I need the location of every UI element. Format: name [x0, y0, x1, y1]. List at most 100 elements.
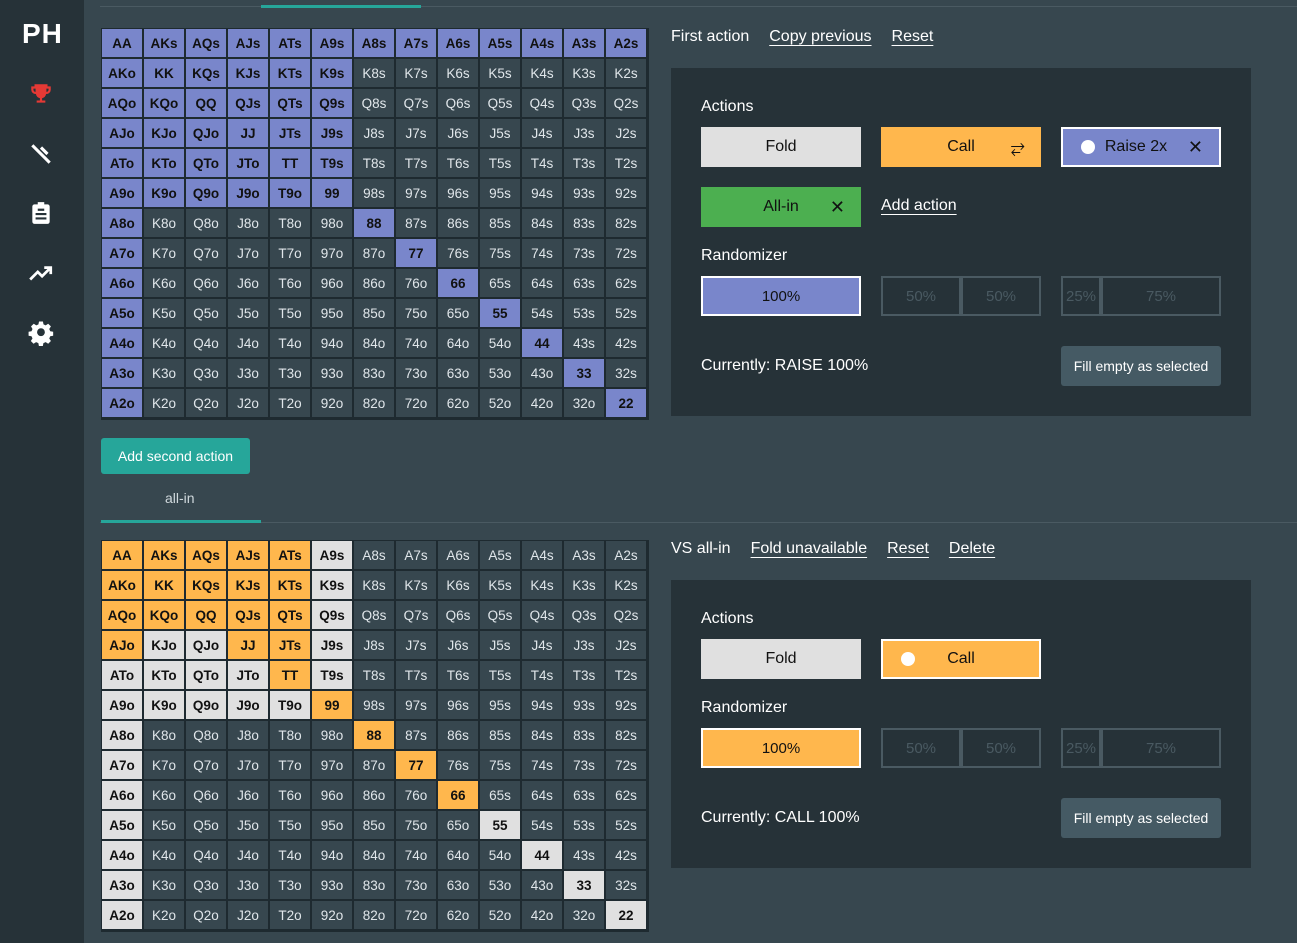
hand-cell[interactable]: T6s: [438, 149, 480, 179]
hand-cell[interactable]: A2o: [102, 901, 144, 931]
hand-cell[interactable]: 64o: [438, 329, 480, 359]
hand-cell[interactable]: 86o: [354, 269, 396, 299]
gear-icon[interactable]: [27, 319, 55, 347]
hand-cell[interactable]: 93o: [312, 359, 354, 389]
hand-cell[interactable]: K3s: [564, 59, 606, 89]
hand-cell[interactable]: QJs: [228, 601, 270, 631]
hand-cell[interactable]: J7o: [228, 751, 270, 781]
hand-cell[interactable]: Q2o: [186, 901, 228, 931]
hand-cell[interactable]: 54s: [522, 299, 564, 329]
close-icon[interactable]: ✕: [829, 196, 845, 217]
hand-cell[interactable]: T5s: [480, 149, 522, 179]
hand-cell[interactable]: A3o: [102, 359, 144, 389]
hand-cell[interactable]: 99: [312, 179, 354, 209]
hand-cell[interactable]: J2o: [228, 389, 270, 419]
hand-cell[interactable]: Q6s: [438, 89, 480, 119]
range-grid-first-action[interactable]: AA AKs AQs AJs ATs A9s A8s A7s A6s A5s A4s A3s A2s AK…: [101, 28, 649, 420]
hand-cell[interactable]: 65o: [438, 299, 480, 329]
hand-cell[interactable]: J4o: [228, 841, 270, 871]
hand-cell[interactable]: K7o: [144, 239, 186, 269]
hand-cell[interactable]: J3o: [228, 359, 270, 389]
add-action-link[interactable]: Add action: [881, 197, 957, 214]
hand-cell[interactable]: 64s: [522, 269, 564, 299]
hand-cell[interactable]: 53s: [564, 811, 606, 841]
hand-cell[interactable]: Q9s: [312, 89, 354, 119]
hand-cell[interactable]: 33: [564, 871, 606, 901]
hand-cell[interactable]: K9s: [312, 59, 354, 89]
randomizer-50b[interactable]: 50%: [961, 276, 1041, 316]
hand-cell[interactable]: A3s: [564, 29, 606, 59]
hand-cell[interactable]: A5o: [102, 299, 144, 329]
hand-cell[interactable]: 96o: [312, 269, 354, 299]
hand-cell[interactable]: K6s: [438, 59, 480, 89]
hand-cell[interactable]: 73o: [396, 871, 438, 901]
hand-cell[interactable]: A8s: [354, 29, 396, 59]
hand-cell[interactable]: K9s: [312, 571, 354, 601]
hand-cell[interactable]: 93s: [564, 691, 606, 721]
hand-cell[interactable]: QTo: [186, 149, 228, 179]
hand-cell[interactable]: A6o: [102, 269, 144, 299]
hand-cell[interactable]: AA: [102, 29, 144, 59]
hand-cell[interactable]: 53o: [480, 871, 522, 901]
hand-cell[interactable]: K5s: [480, 59, 522, 89]
hand-cell[interactable]: Q4s: [522, 89, 564, 119]
randomizer-50b[interactable]: 50%: [961, 728, 1041, 768]
hand-cell[interactable]: Q5o: [186, 811, 228, 841]
hand-cell[interactable]: 32o: [564, 901, 606, 931]
hand-cell[interactable]: Q2s: [606, 601, 648, 631]
hand-cell[interactable]: Q4o: [186, 329, 228, 359]
hand-cell[interactable]: K5o: [144, 811, 186, 841]
swap-icon[interactable]: ⥂: [1010, 136, 1025, 157]
hand-cell[interactable]: AJs: [228, 29, 270, 59]
hand-cell[interactable]: 64o: [438, 841, 480, 871]
hand-cell[interactable]: 52o: [480, 901, 522, 931]
hand-cell[interactable]: K7s: [396, 571, 438, 601]
tools-icon[interactable]: [27, 140, 55, 168]
hand-cell[interactable]: A9s: [312, 541, 354, 571]
hand-cell[interactable]: Q4s: [522, 601, 564, 631]
hand-cell[interactable]: 95o: [312, 299, 354, 329]
hand-cell[interactable]: A2s: [606, 29, 648, 59]
hand-cell[interactable]: J5o: [228, 299, 270, 329]
hand-cell[interactable]: AKs: [144, 541, 186, 571]
hand-cell[interactable]: J2s: [606, 119, 648, 149]
hand-cell[interactable]: Q3o: [186, 359, 228, 389]
hand-cell[interactable]: 98s: [354, 179, 396, 209]
hand-cell[interactable]: KJo: [144, 119, 186, 149]
hand-cell[interactable]: T8s: [354, 149, 396, 179]
hand-cell[interactable]: QTs: [270, 601, 312, 631]
hand-cell[interactable]: AJo: [102, 631, 144, 661]
hand-cell[interactable]: QQ: [186, 89, 228, 119]
hand-cell[interactable]: A6s: [438, 29, 480, 59]
hand-cell[interactable]: 66: [438, 269, 480, 299]
hand-cell[interactable]: QTo: [186, 661, 228, 691]
hand-cell[interactable]: K5o: [144, 299, 186, 329]
hand-cell[interactable]: 62s: [606, 269, 648, 299]
hand-cell[interactable]: 74o: [396, 841, 438, 871]
hand-cell[interactable]: JTs: [270, 119, 312, 149]
trend-icon[interactable]: [27, 259, 55, 287]
hand-cell[interactable]: 66: [438, 781, 480, 811]
hand-cell[interactable]: AQs: [186, 29, 228, 59]
hand-cell[interactable]: A7s: [396, 29, 438, 59]
hand-cell[interactable]: T6o: [270, 781, 312, 811]
close-icon[interactable]: ✕: [1187, 136, 1203, 157]
hand-cell[interactable]: K2o: [144, 901, 186, 931]
hand-cell[interactable]: K3s: [564, 571, 606, 601]
hand-cell[interactable]: 93o: [312, 871, 354, 901]
hand-cell[interactable]: 76s: [438, 751, 480, 781]
hand-cell[interactable]: JTs: [270, 631, 312, 661]
hand-cell[interactable]: 53o: [480, 359, 522, 389]
hand-cell[interactable]: K8s: [354, 59, 396, 89]
hand-cell[interactable]: T8o: [270, 721, 312, 751]
hand-cell[interactable]: JJ: [228, 631, 270, 661]
hand-cell[interactable]: Q3s: [564, 89, 606, 119]
hand-cell[interactable]: 55: [480, 811, 522, 841]
hand-cell[interactable]: 86s: [438, 209, 480, 239]
hand-cell[interactable]: K3o: [144, 871, 186, 901]
hand-cell[interactable]: T2s: [606, 149, 648, 179]
tab-allin[interactable]: all-in: [165, 490, 195, 506]
hand-cell[interactable]: 84s: [522, 209, 564, 239]
hand-cell[interactable]: 43s: [564, 841, 606, 871]
hand-cell[interactable]: 92s: [606, 179, 648, 209]
